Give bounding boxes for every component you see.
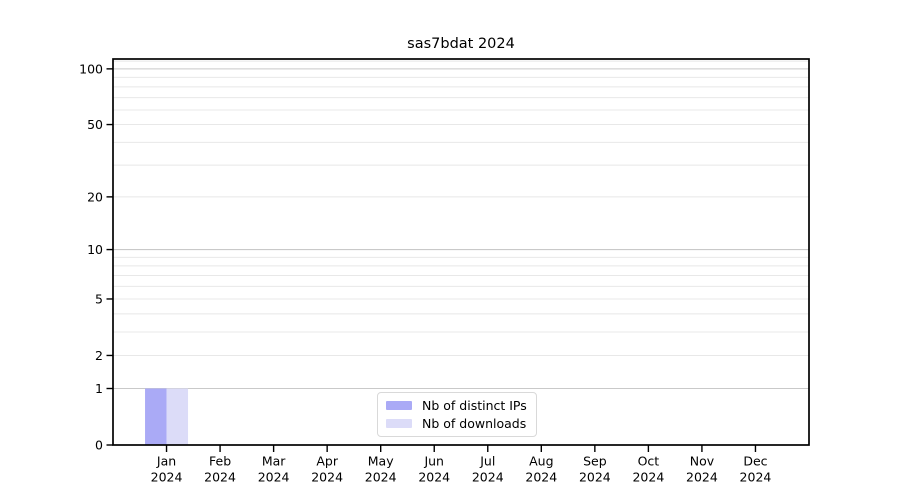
x-tick-label-year: 2024 [311, 470, 343, 485]
bar-distinct-ips-jan-2024 [145, 388, 167, 445]
plot-border [112, 58, 810, 446]
x-tick-label-year: 2024 [151, 470, 183, 485]
y-tick-label: 2 [95, 348, 103, 363]
legend-swatch-distinct-ips-icon [386, 401, 412, 410]
x-tick-label-year: 2024 [258, 470, 290, 485]
y-tick-label: 10 [87, 242, 103, 257]
x-tick-label-month: Nov [690, 454, 715, 469]
x-tick-label-month: Sep [583, 454, 607, 469]
legend-item-distinct-ips: Nb of distinct IPs [386, 397, 527, 414]
legend-item-downloads: Nb of downloads [386, 415, 527, 432]
x-tick-label-month: Feb [209, 454, 231, 469]
y-tick-label: 5 [95, 291, 103, 306]
legend-swatch-downloads-icon [386, 419, 412, 428]
y-tick-label: 20 [87, 189, 103, 204]
legend: Nb of distinct IPs Nb of downloads [377, 392, 537, 437]
y-tick-label: 50 [87, 117, 103, 132]
x-tick-label-month: Apr [316, 454, 338, 469]
y-tick-label: 0 [95, 438, 103, 453]
legend-label-downloads: Nb of downloads [422, 416, 527, 431]
x-tick-label-month: Mar [262, 454, 286, 469]
x-tick-label-year: 2024 [632, 470, 664, 485]
x-tick-label-year: 2024 [579, 470, 611, 485]
x-tick-label-month: May [368, 454, 394, 469]
y-tick-label: 100 [79, 61, 103, 76]
x-tick-label-year: 2024 [418, 470, 450, 485]
x-tick-label-month: Dec [743, 454, 767, 469]
x-tick-label-year: 2024 [686, 470, 718, 485]
x-tick-label-year: 2024 [525, 470, 557, 485]
x-tick-label-month: Aug [529, 454, 553, 469]
bar-downloads-jan-2024 [166, 388, 189, 445]
x-tick-label-year: 2024 [740, 470, 772, 485]
legend-label-distinct-ips: Nb of distinct IPs [422, 398, 527, 413]
x-tick-label-month: Jan [156, 454, 176, 469]
x-tick-label-year: 2024 [204, 470, 236, 485]
plot-area [113, 59, 809, 445]
x-tick-label-year: 2024 [365, 470, 397, 485]
y-tick-label: 1 [95, 381, 103, 396]
x-tick-label-year: 2024 [472, 470, 504, 485]
x-tick-label-month: Jul [479, 454, 495, 469]
x-tick-label-month: Oct [638, 454, 660, 469]
x-tick-label-month: Jun [423, 454, 444, 469]
